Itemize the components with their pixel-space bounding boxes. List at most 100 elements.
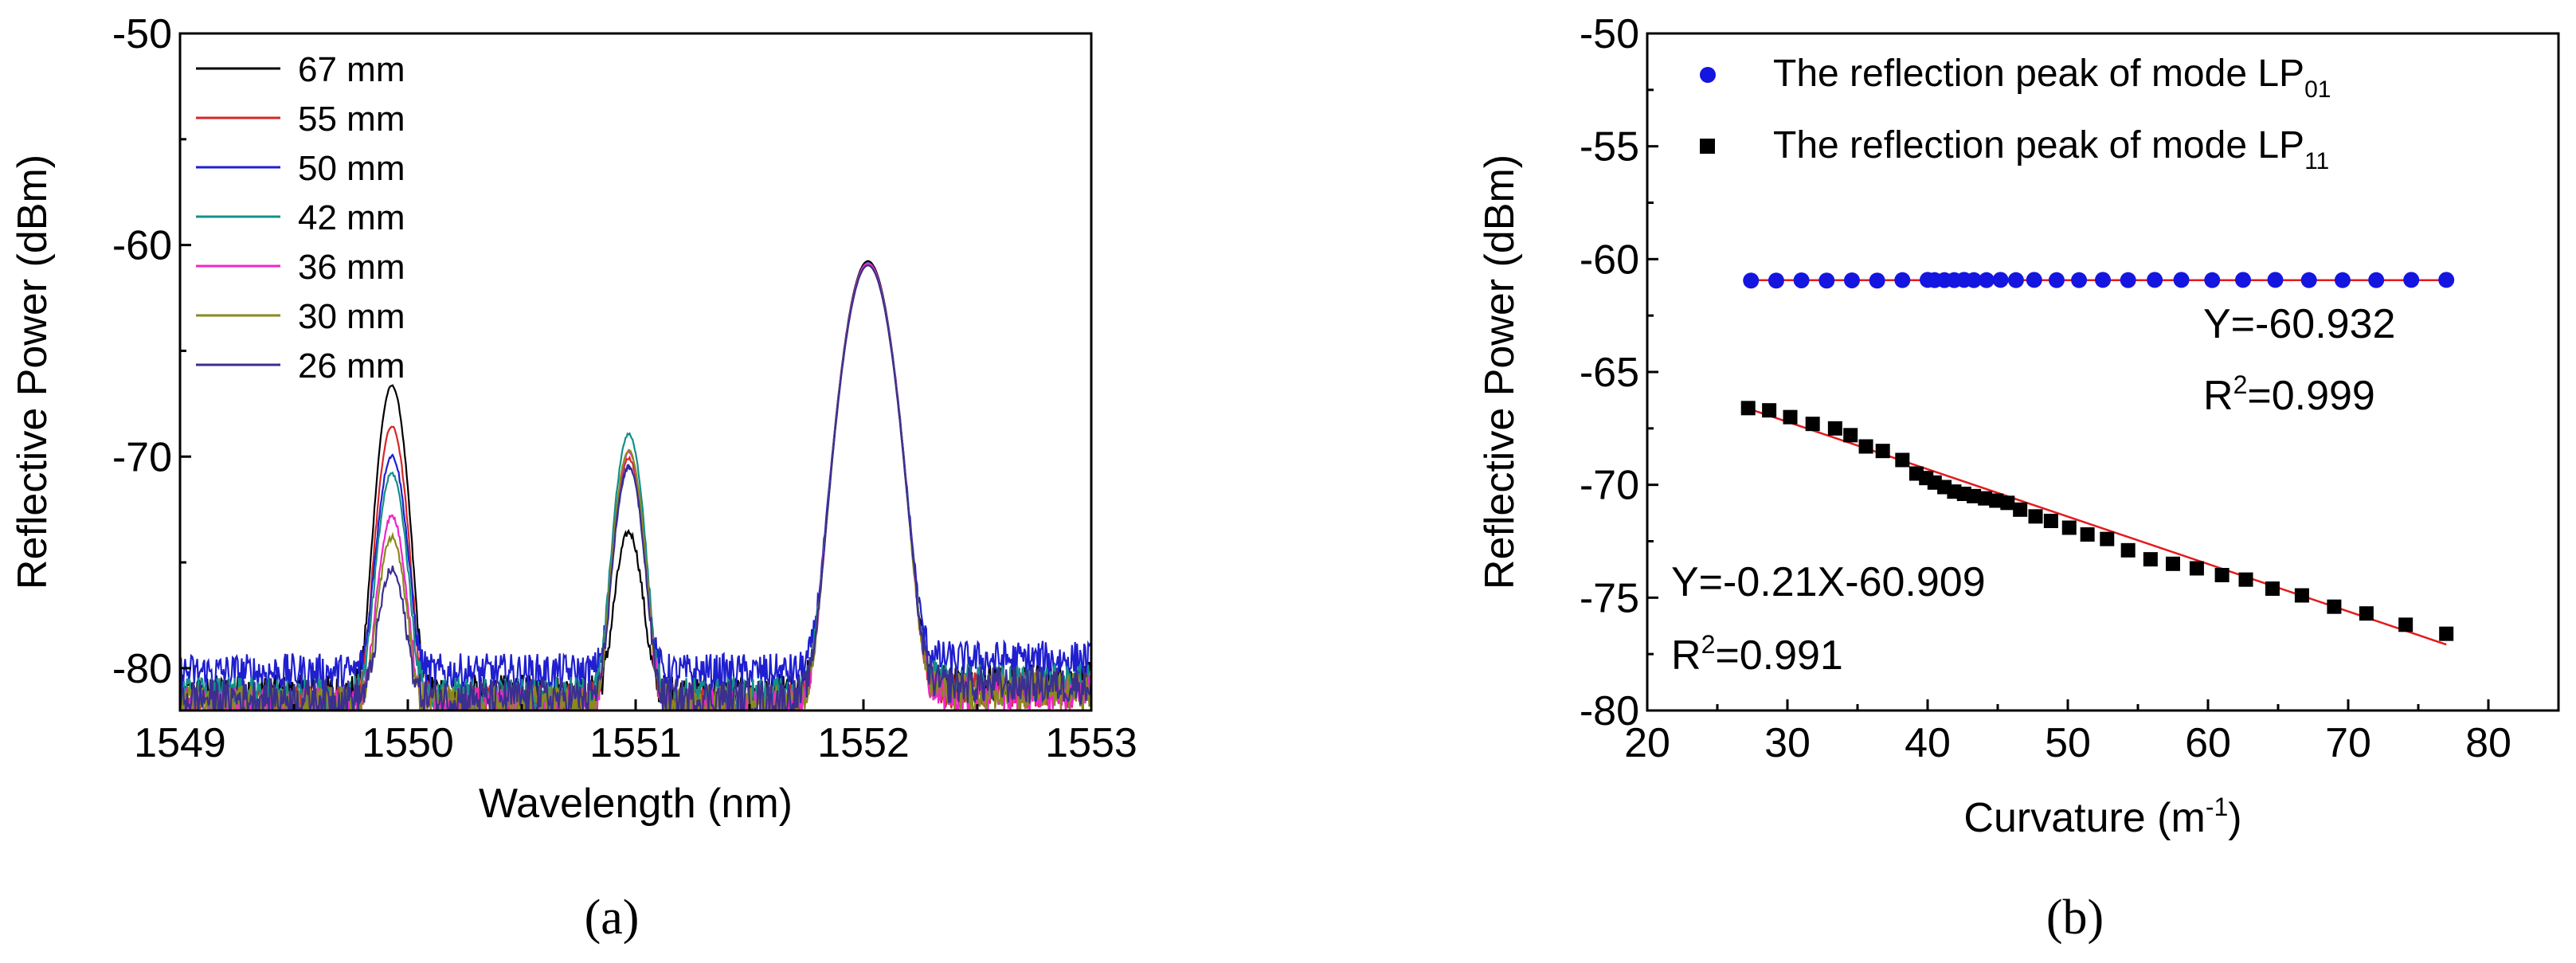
lp01-point	[1843, 272, 1860, 288]
lp11-point	[2061, 520, 2077, 535]
lp11-point	[2013, 502, 2028, 517]
legend-label-67-mm: 67 mm	[298, 50, 405, 89]
lp01-point	[2368, 272, 2385, 288]
lp11-point	[2189, 561, 2204, 576]
lp01-point	[2071, 272, 2088, 288]
legend-label-55-mm: 55 mm	[298, 100, 405, 139]
x-tick-label: 1552	[817, 720, 910, 766]
x-tick-label: 80	[2465, 720, 2511, 766]
lp11-point	[1875, 444, 1890, 459]
lp01-point	[2403, 272, 2420, 288]
lp11-point	[1989, 493, 2004, 508]
y-tick-label: -80	[1580, 688, 1639, 734]
lp11-point	[2080, 527, 2095, 542]
lp01-point	[2120, 272, 2136, 288]
panel-b-caption: (b)	[2046, 891, 2104, 945]
lp01-point	[2235, 272, 2251, 288]
fit1-r-squared: R2=0.999	[2203, 370, 2375, 419]
x-tick-label: 1551	[589, 720, 682, 766]
lp01-point	[1768, 272, 1784, 289]
y-tick-label: -65	[1580, 350, 1639, 396]
fit-line	[1748, 407, 2447, 646]
lp11-point	[2238, 572, 2253, 587]
y-tick-label: -50	[1580, 11, 1639, 57]
lp01-point	[2334, 272, 2351, 288]
panel-b-ticks: 20 30 40 50 60 70 80 -80 -75 -70 -65 -60 -55 -50	[1580, 11, 2560, 766]
lp11-point	[2359, 606, 2374, 621]
fit2-equation: Y=-0.21X-60.909	[1671, 559, 1986, 605]
x-tick-label: 30	[1764, 720, 1811, 766]
fit2-r-squared: R2=0.991	[1671, 630, 1843, 679]
x-tick-label: 40	[1905, 720, 1951, 766]
lp01-point	[1992, 272, 2009, 288]
y-tick-label: -80	[112, 646, 172, 692]
legend-marker-lp11	[1700, 139, 1715, 154]
lp11-point	[2028, 509, 2043, 524]
lp11-point	[1762, 403, 1777, 418]
legend-label-50-mm: 50 mm	[298, 149, 405, 188]
lp01-point	[2048, 272, 2065, 288]
lp01-point	[1978, 272, 1995, 288]
lp01-point	[2204, 272, 2221, 288]
x-tick-label: 70	[2325, 720, 2371, 766]
lp01-point	[1743, 272, 1760, 289]
panel-a-spectra-chart: 1549 1550 1551 1552 1553 -80 -70 -60 -50 67 mm 55…	[10, 11, 1137, 945]
panel-b-points	[1740, 272, 2455, 641]
panel-a-caption: (a)	[585, 891, 640, 945]
lp01-point	[2026, 272, 2042, 288]
lp11-point	[1978, 491, 1993, 506]
lp01-point	[1869, 272, 1885, 289]
lp11-point	[1967, 488, 1982, 503]
y-tick-label: -75	[1580, 575, 1639, 621]
panel-a-x-axis-title: Wavelength (nm)	[479, 781, 793, 827]
fit1-equation: Y=-60.932	[2203, 301, 2395, 347]
legend-label-42-mm: 42 mm	[298, 198, 405, 237]
x-tick-label: 1549	[134, 720, 226, 766]
legend-marker-lp01	[1700, 67, 1716, 83]
lp11-point	[2265, 581, 2280, 596]
lp11-point	[2143, 552, 2158, 567]
y-tick-label: -55	[1580, 124, 1639, 170]
y-tick-label: -50	[112, 11, 172, 57]
panel-a-ticks: 1549 1550 1551 1552 1553 -80 -70 -60 -50	[112, 11, 1137, 766]
lp11-point	[2166, 556, 2180, 571]
panel-b-y-axis-title: Reflective Power (dBm)	[1477, 155, 1523, 589]
lp11-point	[1740, 401, 1756, 416]
legend-label-36-mm: 36 mm	[298, 248, 405, 287]
panel-b-x-axis-title: Curvature (m-1)	[1963, 793, 2241, 841]
lp11-point	[2214, 568, 2230, 582]
legend-label-lp01: The reflection peak of mode LP01	[1773, 53, 2331, 103]
lp01-point	[2095, 272, 2111, 288]
lp01-point	[1793, 272, 1810, 288]
y-tick-label: -70	[1580, 463, 1639, 509]
y-tick-label: -70	[112, 434, 172, 480]
lp11-point	[2100, 531, 2115, 546]
panel-b-legend: The reflection peak of mode LP01 The ref…	[1700, 53, 2331, 174]
lp11-point	[2043, 514, 2058, 528]
x-tick-label: 1553	[1045, 720, 1137, 766]
lp11-point	[2294, 588, 2309, 603]
lp01-point	[1818, 272, 1835, 289]
lp11-point	[1783, 409, 1798, 425]
lp01-point	[2007, 272, 2024, 288]
x-tick-label: 20	[1624, 720, 1670, 766]
panel-a-traces	[180, 260, 1091, 711]
lp01-point	[2438, 272, 2455, 288]
lp01-point	[2267, 272, 2284, 288]
lp01-point	[2300, 272, 2317, 288]
lp11-point	[1895, 452, 1910, 468]
legend-label-30-mm: 30 mm	[298, 297, 405, 336]
lp01-point	[2147, 272, 2163, 288]
y-tick-label: -60	[1580, 237, 1639, 283]
x-tick-label: 1550	[362, 720, 454, 766]
lp11-point	[1843, 428, 1858, 443]
lp11-point	[1827, 421, 1842, 436]
lp11-point	[2120, 542, 2136, 558]
panel-a-legend: 67 mm 55 mm 50 mm 42 mm 36 mm 30 mm 26 mm	[196, 50, 405, 386]
x-tick-label: 50	[2045, 720, 2091, 766]
lp01-point	[1894, 272, 1911, 288]
lp01-point	[1966, 272, 1983, 288]
lp01-point	[2173, 272, 2190, 288]
panel-a-y-axis-title: Reflective Power (dBm)	[10, 155, 56, 589]
lp11-point	[2439, 626, 2454, 641]
